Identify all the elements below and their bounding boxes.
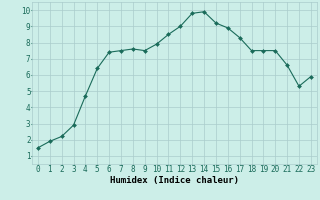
X-axis label: Humidex (Indice chaleur): Humidex (Indice chaleur) (110, 176, 239, 185)
